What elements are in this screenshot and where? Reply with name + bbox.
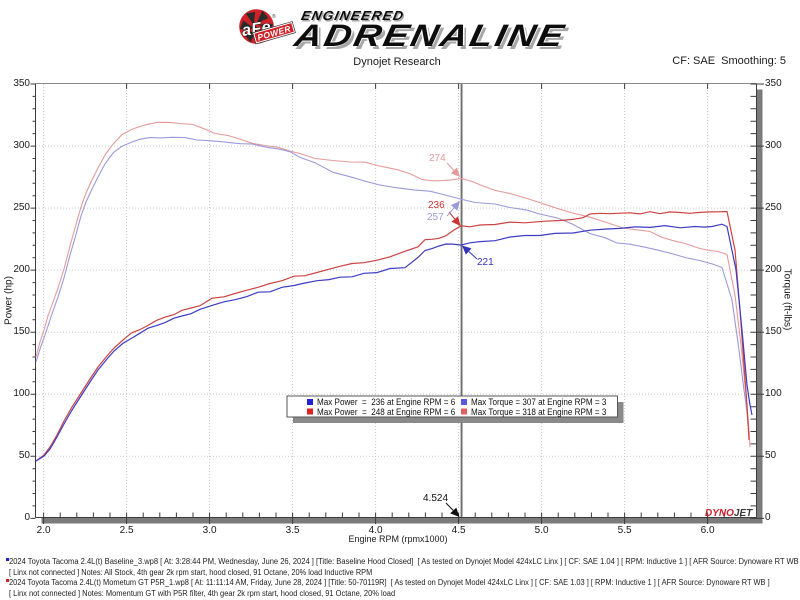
svg-text:®: ®: [272, 13, 276, 20]
